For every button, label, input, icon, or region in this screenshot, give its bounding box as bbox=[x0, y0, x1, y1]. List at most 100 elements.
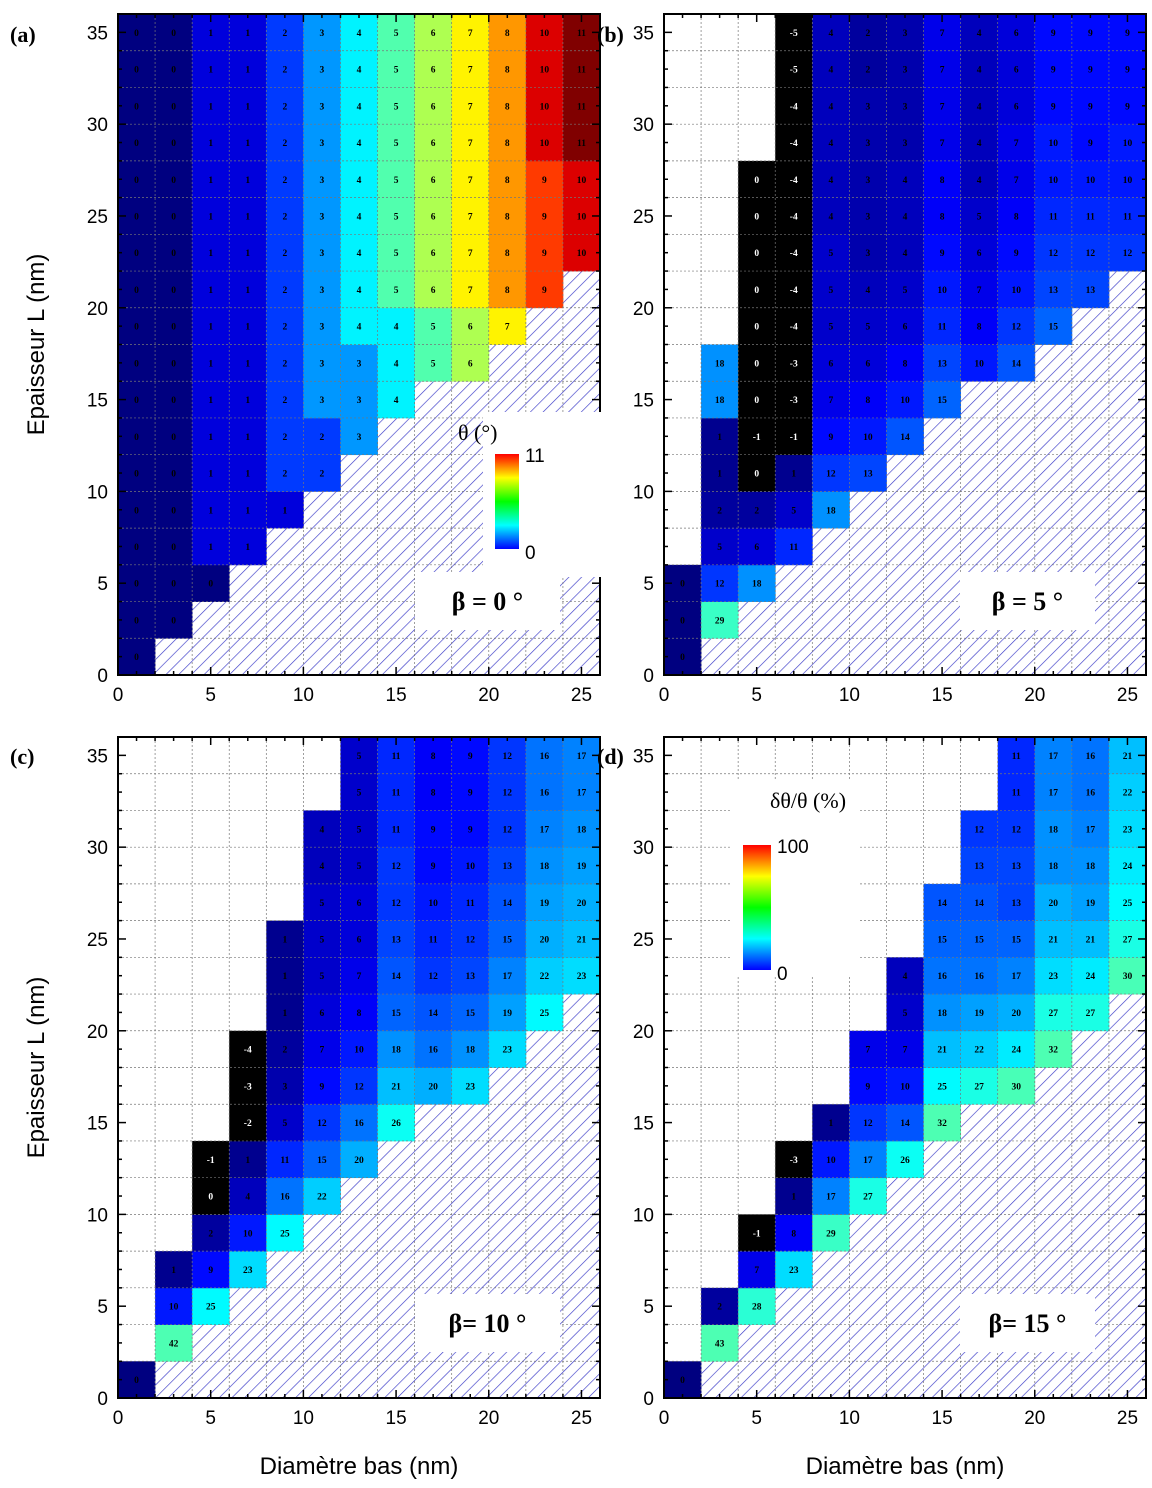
cell-label: 7 bbox=[468, 176, 473, 186]
heatmap-cell bbox=[451, 307, 490, 345]
cell-label: 0 bbox=[680, 580, 685, 590]
heatmap-cell bbox=[266, 417, 304, 456]
colorbar-min-label: 0 bbox=[525, 543, 536, 564]
cell-label: 10 bbox=[1049, 139, 1059, 149]
cell-label: 9 bbox=[1014, 249, 1019, 259]
cell-label: 15 bbox=[937, 935, 947, 945]
cell-label: 7 bbox=[468, 286, 473, 296]
heatmap-cell bbox=[340, 1030, 378, 1068]
cell-label: 0 bbox=[171, 212, 176, 222]
cell-label: 18 bbox=[937, 1009, 947, 1019]
heatmap-cell bbox=[738, 271, 776, 309]
heatmap-cell bbox=[923, 160, 962, 199]
heatmap-cell bbox=[377, 957, 416, 995]
cell-label: 13 bbox=[391, 935, 401, 945]
cell-label: 2 bbox=[866, 66, 871, 76]
cell-label: 32 bbox=[937, 1119, 947, 1129]
heatmap-cell bbox=[701, 564, 739, 602]
heatmap-cell bbox=[849, 307, 887, 345]
cell-label: 6 bbox=[977, 249, 982, 259]
heatmap-cell bbox=[923, 994, 962, 1032]
cell-label: 5 bbox=[394, 176, 399, 186]
heatmap-cell bbox=[303, 847, 341, 885]
cell-label: 10 bbox=[540, 139, 550, 149]
heatmap-cell bbox=[997, 124, 1036, 162]
hatched-region bbox=[340, 417, 379, 675]
heatmap-cell bbox=[775, 381, 813, 419]
cell-label: 3 bbox=[320, 359, 325, 369]
cell-label: 4 bbox=[903, 176, 908, 186]
heatmap-cell bbox=[303, 454, 341, 492]
cell-label: 3 bbox=[357, 359, 362, 369]
heatmap-cell bbox=[664, 1361, 702, 1399]
cell-label: 28 bbox=[752, 1303, 762, 1313]
heatmap-cell bbox=[960, 271, 999, 309]
heatmap-cell bbox=[303, 14, 341, 52]
cell-label: 5 bbox=[394, 249, 399, 259]
cell-label: 0 bbox=[134, 433, 139, 443]
cell-label: 4 bbox=[977, 29, 982, 39]
cell-label: 7 bbox=[468, 66, 473, 76]
cell-label: 4 bbox=[357, 249, 362, 259]
heatmap-cell bbox=[340, 920, 378, 958]
heatmap-cell bbox=[155, 344, 193, 382]
y-tick-label: 0 bbox=[97, 1389, 108, 1410]
heatmap-cell bbox=[377, 197, 416, 235]
cell-label: 9 bbox=[208, 1266, 213, 1276]
cell-label: 1 bbox=[208, 396, 213, 406]
heatmap-cell bbox=[886, 234, 924, 272]
heatmap-cell bbox=[849, 1140, 887, 1179]
cell-label: 4 bbox=[828, 29, 833, 39]
cell-label: 1 bbox=[245, 506, 250, 516]
cell-label: 0 bbox=[754, 396, 759, 406]
cell-label: 12 bbox=[465, 935, 475, 945]
heatmap-cell bbox=[775, 417, 813, 456]
heatmap-cell bbox=[155, 601, 193, 639]
cell-label: 9 bbox=[1051, 66, 1056, 76]
heatmap-cell bbox=[340, 883, 378, 922]
heatmap-cell bbox=[775, 14, 813, 52]
cell-label: 1 bbox=[208, 323, 213, 333]
cell-label: 17 bbox=[540, 825, 550, 835]
heatmap-cell bbox=[738, 1287, 776, 1325]
cell-label: 12 bbox=[1086, 249, 1096, 259]
heatmap-cell bbox=[1071, 160, 1110, 199]
cell-label: 11 bbox=[577, 102, 586, 112]
heatmap-cell bbox=[414, 847, 453, 885]
cell-label: 20 bbox=[540, 935, 550, 945]
cell-label: 5 bbox=[394, 66, 399, 76]
cell-label: 9 bbox=[1051, 29, 1056, 39]
heatmap-cell bbox=[701, 601, 739, 639]
heatmap-cell bbox=[997, 87, 1036, 125]
cell-label: 16 bbox=[354, 1119, 364, 1129]
cell-label: 10 bbox=[428, 899, 438, 909]
cell-label: 9 bbox=[431, 825, 436, 835]
heatmap-cell bbox=[155, 14, 193, 52]
heatmap-cell bbox=[340, 344, 378, 382]
y-tick-label: 35 bbox=[87, 23, 108, 44]
heatmap-cell bbox=[303, 344, 341, 382]
hatched-region bbox=[562, 994, 601, 1398]
heatmap-cell bbox=[155, 491, 193, 529]
x-tick-label: 10 bbox=[293, 685, 314, 706]
cell-label: 1 bbox=[208, 359, 213, 369]
heatmap-cell bbox=[562, 810, 601, 848]
heatmap-cell bbox=[562, 160, 601, 199]
heatmap-cell bbox=[303, 124, 341, 162]
hatched-region bbox=[775, 1287, 813, 1398]
heatmap-cell bbox=[192, 417, 230, 456]
cell-label: 24 bbox=[1123, 862, 1133, 872]
annotation-box bbox=[415, 1294, 560, 1352]
heatmap-cell bbox=[266, 344, 304, 382]
cell-label: 6 bbox=[468, 323, 473, 333]
x-tick-label: 25 bbox=[571, 1408, 592, 1429]
heatmap-cell bbox=[886, 344, 924, 382]
cell-label: 15 bbox=[317, 1156, 327, 1166]
cell-label: 6 bbox=[1014, 29, 1019, 39]
cell-label: 26 bbox=[391, 1119, 401, 1129]
hatched-region bbox=[775, 564, 813, 675]
heatmap-cell bbox=[997, 160, 1036, 199]
heatmap-cell bbox=[923, 307, 962, 345]
x-tick-label: 0 bbox=[113, 685, 124, 706]
